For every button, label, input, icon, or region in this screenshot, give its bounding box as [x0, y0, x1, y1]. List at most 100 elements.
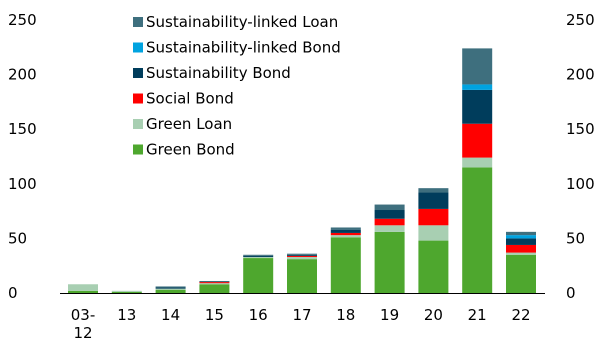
bar-segment	[111, 291, 142, 293]
x-tick-label: 16	[249, 306, 268, 324]
bar-stack	[243, 254, 274, 293]
y-tick-label-right: 0	[566, 284, 576, 302]
bar-segment	[374, 218, 405, 226]
bar-segment	[155, 288, 186, 290]
bar-stack	[330, 227, 361, 293]
bar-segment	[374, 210, 405, 219]
bar-segment	[506, 238, 536, 245]
bar-segment	[68, 290, 98, 293]
bar-segment	[199, 282, 230, 284]
legend-label: Sustainability Bond	[146, 64, 291, 82]
left-y-axis: 0 50 100 150 200 250	[8, 11, 37, 302]
legend: Sustainability-linked Loan Sustainability…	[133, 13, 341, 159]
bar-segment	[374, 231, 405, 293]
y-tick-label-left: 200	[8, 66, 37, 84]
x-tick-label: 17	[292, 306, 311, 324]
bar-segment	[287, 253, 317, 255]
bar-stack	[287, 253, 317, 293]
bar-segment	[330, 227, 361, 230]
bar-segment	[462, 84, 493, 90]
bar-segment	[111, 290, 142, 292]
right-y-axis: 0 50 100 150 200 250	[566, 11, 595, 302]
bar-segment	[155, 286, 186, 288]
bar-segment	[243, 256, 274, 259]
bar-segment	[506, 231, 536, 236]
bar-segment	[418, 240, 449, 293]
bar-stack	[374, 204, 405, 293]
bar-segment	[374, 225, 405, 232]
bar-segment	[462, 89, 493, 124]
bar-segment	[199, 284, 230, 293]
legend-swatch	[133, 68, 143, 78]
bar-segment	[68, 284, 98, 291]
bar-stack	[462, 48, 493, 293]
legend-swatch	[133, 42, 143, 53]
bar-segment	[155, 287, 186, 289]
x-tick-label: 13	[117, 306, 136, 324]
x-tick-label: 15	[205, 306, 224, 324]
bar-segment	[418, 188, 449, 193]
bar-segment	[199, 283, 230, 285]
legend-label: Sustainability-linked Bond	[146, 39, 341, 57]
y-tick-label-right: 50	[566, 229, 585, 247]
x-tick-label: 14	[161, 306, 180, 324]
bar-stack	[199, 280, 230, 293]
legend-item: Green Bond	[133, 141, 235, 159]
bars	[68, 48, 536, 293]
y-tick-label-left: 250	[8, 11, 37, 29]
y-tick-label-right: 100	[566, 175, 595, 193]
x-tick-label: 22	[511, 306, 530, 324]
legend-item: Social Bond	[133, 90, 234, 108]
bar-segment	[287, 256, 317, 260]
bar-segment	[418, 208, 449, 226]
bar-segment	[243, 255, 274, 257]
legend-swatch	[133, 144, 143, 155]
bar-segment	[243, 258, 274, 293]
legend-swatch	[133, 119, 143, 129]
bar-segment	[462, 157, 493, 168]
bar-segment	[418, 192, 449, 209]
bar-segment	[506, 252, 536, 255]
x-axis-tick-labels: 03-12 13 14 15 16 17 18 19 20 21 22	[71, 306, 531, 339]
y-tick-label-left: 150	[8, 120, 37, 138]
bar-segment	[287, 254, 317, 256]
bar-segment	[506, 235, 536, 239]
bar-segment	[462, 48, 493, 85]
bar-segment	[243, 254, 274, 256]
y-tick-label-left: 100	[8, 175, 37, 193]
legend-label: Green Bond	[146, 141, 235, 159]
x-tick-label: 03-12	[71, 306, 96, 339]
bar-segment	[506, 254, 536, 293]
bar-segment	[506, 244, 536, 253]
bar-segment	[330, 232, 361, 236]
bar-stack	[111, 290, 142, 293]
bar-segment	[330, 235, 361, 238]
legend-swatch	[133, 17, 143, 27]
legend-item: Green Loan	[133, 115, 232, 133]
x-tick-label: 20	[424, 306, 443, 324]
bar-segment	[462, 167, 493, 293]
legend-label: Social Bond	[146, 90, 234, 108]
bar-stack	[68, 284, 98, 293]
legend-label: Sustainability-linked Loan	[146, 13, 338, 31]
bar-stack	[506, 231, 536, 293]
x-tick-label: 19	[380, 306, 399, 324]
bar-segment	[287, 255, 317, 257]
legend-item: Sustainability-linked Loan	[133, 13, 338, 31]
bar-segment	[330, 237, 361, 293]
bar-segment	[374, 204, 405, 211]
bar-segment	[199, 280, 230, 283]
y-tick-label-right: 250	[566, 11, 595, 29]
legend-swatch	[133, 93, 143, 104]
bar-segment	[155, 289, 186, 293]
legend-label: Green Loan	[146, 115, 232, 133]
bar-segment	[330, 229, 361, 233]
legend-item: Sustainability-linked Bond	[133, 39, 341, 57]
y-tick-label-left: 0	[8, 284, 18, 302]
y-tick-label-left: 50	[8, 229, 27, 247]
legend-item: Sustainability Bond	[133, 64, 291, 82]
x-tick-label: 18	[336, 306, 355, 324]
y-tick-label-right: 200	[566, 66, 595, 84]
bar-segment	[418, 225, 449, 241]
